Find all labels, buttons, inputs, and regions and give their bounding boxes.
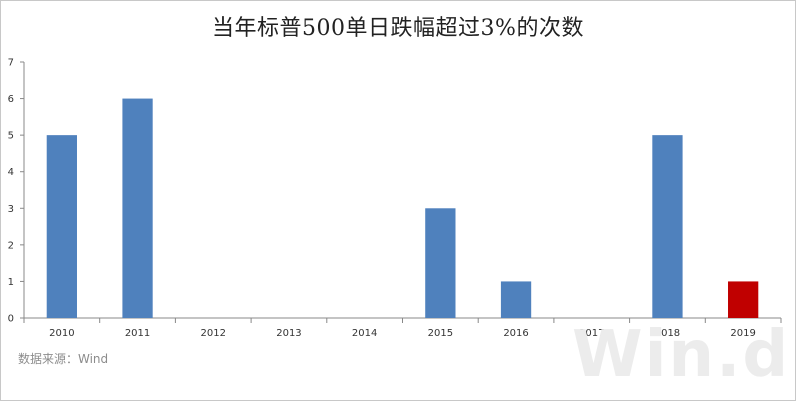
bar-2019 [728, 281, 759, 318]
bar-2016 [500, 281, 532, 318]
x-tick-label: 2013 [276, 328, 301, 339]
bars [46, 98, 759, 318]
y-tick-label: 2 [8, 240, 14, 251]
y-tick-label: 1 [8, 277, 14, 288]
bar-2010 [46, 135, 77, 318]
x-tick-label: 2012 [201, 328, 226, 339]
bar-2018 [652, 135, 683, 318]
bar-2015 [425, 208, 456, 318]
data-source-note: 数据来源：Wind [18, 352, 109, 366]
chart-title: 当年标普500单日跌幅超过3%的次数 [212, 16, 584, 41]
y-tick-label: 5 [8, 131, 14, 142]
y-tick-label: 7 [8, 58, 14, 69]
x-tick-label: 2016 [503, 328, 528, 339]
y-tick-label: 4 [8, 167, 14, 178]
x-tick-label: 2014 [352, 328, 377, 339]
x-axis: 2010 2011 2012 2013 2014 2015 2016 2017 2018 2019 [23, 317, 782, 339]
x-tick-label: 2019 [730, 328, 755, 339]
x-tick-label: 2010 [49, 328, 74, 339]
y-axis: 0 1 2 3 4 5 6 7 [8, 58, 25, 325]
y-tick-label: 6 [8, 94, 14, 105]
y-tick-label: 0 [8, 314, 14, 325]
y-tick-label: 3 [8, 204, 14, 215]
x-tick-label: 2015 [428, 328, 453, 339]
bar-2011 [122, 98, 153, 318]
x-tick-label: 2018 [655, 328, 680, 339]
x-tick-label: 2011 [125, 328, 150, 339]
watermark-logo: Win.d [572, 318, 791, 392]
x-tick-label: 2017 [579, 328, 604, 339]
